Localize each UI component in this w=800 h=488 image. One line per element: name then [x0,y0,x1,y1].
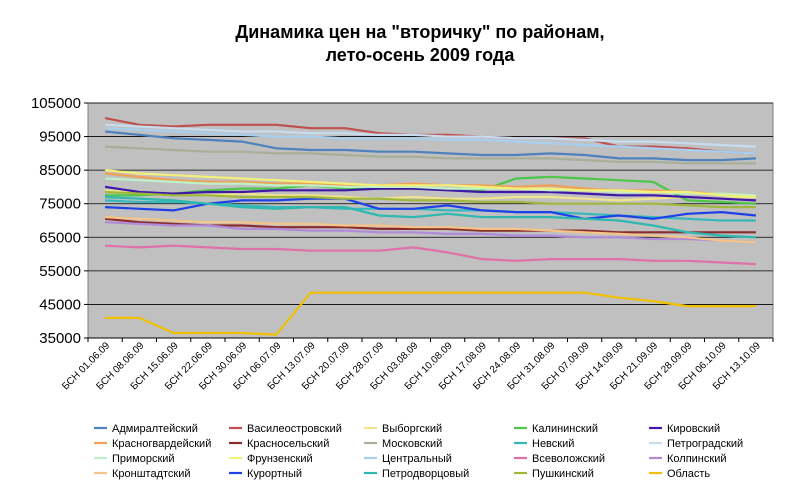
legend-item: Фрунзенский [229,453,313,465]
y-tick-label: 75000 [39,196,81,213]
series-line-11 [104,169,756,199]
legend-item: Область [649,468,710,480]
legend-item: Кировский [649,423,720,435]
y-tick-label: 95000 [39,129,81,146]
series-line-18 [105,190,756,209]
legend-item: Петродворцовый [364,468,469,480]
legend-label: Область [667,468,710,480]
legend-item: Кронштадтский [94,468,191,480]
legend-label: Центральный [382,453,452,465]
legend-item: Колпинский [649,453,726,465]
legend-label: Красногвардейский [112,438,211,450]
legend-item: Выборгский [364,423,442,435]
legend-item: Московский [364,438,442,450]
series-line-15 [105,216,756,244]
legend-label: Кронштадтский [112,468,191,480]
chart-title-line-2: лето-осень 2009 года [326,45,516,65]
legend-item: Красносельский [229,438,329,450]
series-lines [104,117,757,336]
legend-item: Невский [514,438,574,450]
series-line-7 [105,145,756,165]
series-line-9 [105,123,756,148]
series-line-13 [105,244,756,266]
legend-item: Курортный [229,468,302,480]
legend-item: Пушкинский [514,468,594,480]
legend-label: Курортный [247,468,302,480]
y-axis: 35000 45000 55000 65000 75000 85000 95000 10500… [31,95,88,347]
legend-label: Калининский [532,423,598,435]
y-tick-label: 55000 [39,263,81,280]
series-line-17 [105,195,756,239]
y-tick-label: 105000 [31,95,81,112]
y-tick-label: 45000 [39,296,81,313]
legend-item: Красногвардейский [94,438,211,450]
legend-item: Всеволожский [514,453,605,465]
y-tick-label: 35000 [39,330,81,347]
legend-label: Пушкинский [532,468,594,480]
y-tick-label: 85000 [39,162,81,179]
series-line-14 [105,221,756,244]
legend-label: Колпинский [667,453,726,465]
legend-label: Кировский [667,423,720,435]
legend-item: Центральный [364,453,452,465]
legend-item: Василеостровский [229,423,342,435]
series-line-0 [104,130,756,162]
legend-label: Красносельский [247,438,329,450]
legend-label: Петроградский [667,438,743,450]
legend-label: Выборгский [382,423,442,435]
legend-label: Василеостровский [247,423,342,435]
legend-item: Петроградский [649,438,743,450]
legend: Адмиралтейский Василеостровский Выборгский… [94,423,743,480]
legend-label: Приморский [112,453,175,465]
series-line-12 [105,127,756,155]
chart-title-line-1: Динамика цен на "вторичку" по районам, [235,22,604,42]
series-line-19 [105,291,756,336]
legend-label: Московский [382,438,442,450]
legend-item: Адмиралтейский [94,423,198,435]
series-line-16 [105,197,757,220]
legend-label: Петродворцовый [382,468,469,480]
legend-label: Невский [532,438,574,450]
legend-item: Приморский [94,453,175,465]
legend-label: Адмиралтейский [112,423,198,435]
y-tick-label: 65000 [39,229,81,246]
legend-item: Калининский [514,423,598,435]
legend-label: Всеволожский [532,453,605,465]
legend-label: Фрунзенский [247,453,313,465]
series-line-4 [104,185,756,202]
